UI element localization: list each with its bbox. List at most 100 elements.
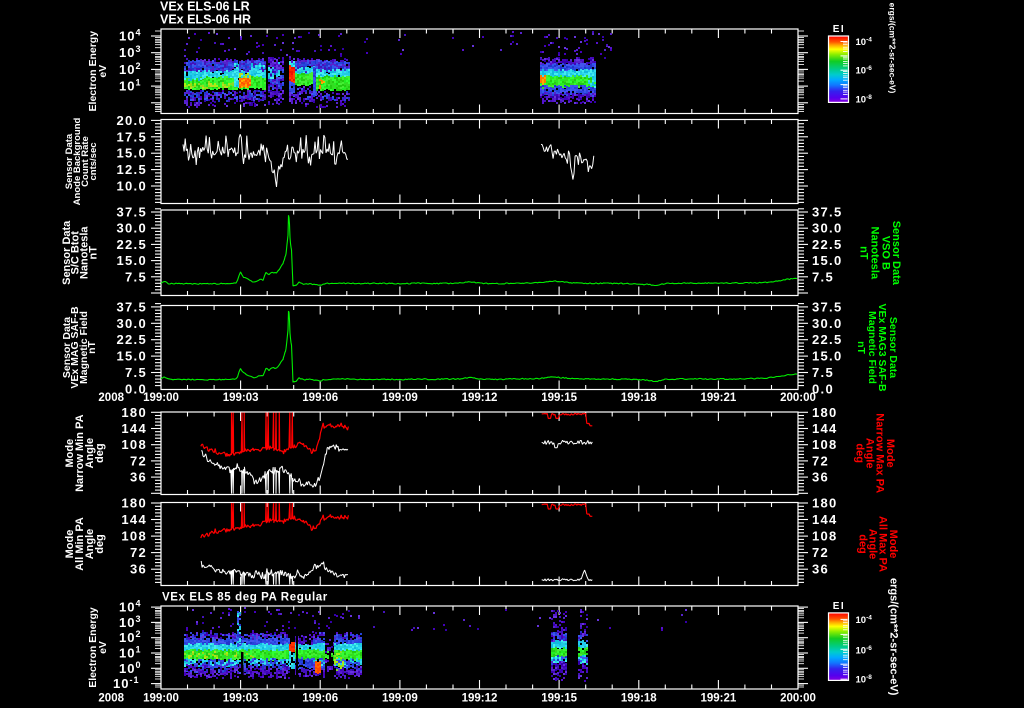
svg-text:Angle: Angle [84,529,96,560]
svg-text:VEx MAG SAF-B: VEx MAG SAF-B [69,306,81,389]
svg-text:Magnetic Field: Magnetic Field [866,311,878,384]
svg-text:199:12: 199:12 [462,392,498,404]
svg-text:108: 108 [812,437,838,452]
svg-text:eV: eV [97,641,109,654]
svg-text:10-6: 10-6 [856,65,873,77]
svg-text:180: 180 [812,405,838,420]
svg-text:108: 108 [121,437,147,452]
svg-text:EI: EI [833,601,845,612]
svg-text:Magnetic Field: Magnetic Field [78,311,90,384]
svg-text:22.5: 22.5 [812,332,843,347]
svg-text:Count Rate: Count Rate [80,136,91,187]
svg-text:Angle: Angle [864,438,876,469]
svg-text:108: 108 [121,529,147,544]
svg-text:Mode: Mode [887,530,899,559]
svg-text:199:21: 199:21 [700,693,736,705]
svg-text:199:00: 199:00 [143,392,179,404]
svg-text:ergs/(cm**2-sr-sec-eV): ergs/(cm**2-sr-sec-eV) [888,578,900,696]
svg-text:199:18: 199:18 [621,392,657,404]
svg-text:144: 144 [812,421,838,436]
svg-text:72: 72 [130,453,147,468]
svg-text:deg: deg [853,443,865,463]
svg-text:7.5: 7.5 [125,365,147,380]
svg-text:Sensor Data: Sensor Data [61,317,73,378]
svg-text:15.0: 15.0 [812,349,843,364]
svg-text:10-8: 10-8 [856,94,873,106]
svg-text:VEx ELS-06 LR: VEx ELS-06 LR [160,0,250,14]
svg-text:VEx MAG3 SAF-B: VEx MAG3 SAF-B [876,303,888,392]
svg-text:101: 101 [119,645,141,661]
svg-text:200:00: 200:00 [780,693,816,705]
svg-text:ergs/(cm**2-sr-sec-eV): ergs/(cm**2-sr-sec-eV) [888,3,898,94]
svg-text:VEx ELS 85 deg PA Regular: VEx ELS 85 deg PA Regular [162,592,328,604]
svg-text:Mode: Mode [64,439,76,468]
svg-text:104: 104 [119,28,141,44]
svg-text:199:03: 199:03 [223,392,259,404]
svg-text:15.0: 15.0 [116,146,147,161]
svg-text:199:03: 199:03 [223,693,259,705]
svg-text:nT: nT [858,246,870,260]
svg-text:104: 104 [119,599,141,615]
svg-text:10-4: 10-4 [856,37,873,49]
svg-text:0.0: 0.0 [125,381,147,396]
svg-text:30.0: 30.0 [116,316,147,331]
svg-text:VEx ELS-06 HR: VEx ELS-06 HR [160,13,251,27]
svg-text:7.5: 7.5 [812,269,834,284]
svg-text:eV: eV [97,65,109,78]
svg-text:199:18: 199:18 [621,693,657,705]
svg-text:nT: nT [87,246,99,260]
svg-text:Angle: Angle [84,438,96,469]
svg-text:22.5: 22.5 [116,332,147,347]
svg-text:VSO B: VSO B [879,236,891,270]
svg-text:100: 100 [119,660,141,676]
svg-text:deg: deg [94,534,106,554]
svg-text:30.0: 30.0 [116,221,147,236]
svg-text:17.5: 17.5 [116,129,147,144]
svg-text:15.0: 15.0 [116,253,147,268]
svg-text:199:09: 199:09 [382,693,418,705]
svg-text:199:15: 199:15 [541,693,577,705]
svg-text:10-8: 10-8 [856,674,873,686]
svg-text:37.5: 37.5 [116,299,147,314]
svg-text:EI: EI [833,24,845,35]
svg-text:180: 180 [121,496,147,511]
svg-text:Sensor Data: Sensor Data [64,133,75,189]
svg-text:36: 36 [130,562,147,577]
svg-text:10-6: 10-6 [856,645,873,657]
svg-text:199:09: 199:09 [382,392,418,404]
svg-text:144: 144 [121,512,147,527]
svg-text:102: 102 [119,629,141,645]
svg-text:144: 144 [121,421,147,436]
svg-text:0.0: 0.0 [812,381,834,396]
svg-text:180: 180 [121,405,147,420]
svg-text:36: 36 [812,562,829,577]
svg-text:10.0: 10.0 [116,179,147,194]
svg-text:All Max PA: All Max PA [877,516,889,572]
svg-text:15.0: 15.0 [812,253,843,268]
svg-text:30.0: 30.0 [812,316,843,331]
svg-text:102: 102 [119,61,141,77]
svg-text:Narrow Max PA: Narrow Max PA [874,413,886,493]
svg-text:All Min PA: All Min PA [74,517,86,571]
svg-text:199:06: 199:06 [302,693,338,705]
svg-text:Mode: Mode [64,530,76,559]
svg-text:199:06: 199:06 [302,392,338,404]
svg-text:S/C Btot: S/C Btot [70,231,82,275]
svg-text:199:12: 199:12 [462,693,498,705]
svg-text:180: 180 [812,496,838,511]
svg-text:144: 144 [812,512,838,527]
svg-text:10-4: 10-4 [856,614,873,626]
svg-text:Electron Energy: Electron Energy [87,31,99,112]
svg-text:10-1: 10-1 [113,675,139,691]
svg-text:37.5: 37.5 [812,299,843,314]
svg-text:Sensor Data: Sensor Data [61,220,73,285]
svg-text:15.0: 15.0 [116,349,147,364]
svg-text:deg: deg [94,443,106,463]
svg-text:deg: deg [856,534,868,554]
svg-text:199:15: 199:15 [541,392,577,404]
svg-text:103: 103 [119,614,141,630]
svg-text:nT: nT [86,341,98,354]
svg-text:37.5: 37.5 [116,205,147,220]
svg-text:103: 103 [119,44,141,60]
svg-text:72: 72 [130,545,147,560]
